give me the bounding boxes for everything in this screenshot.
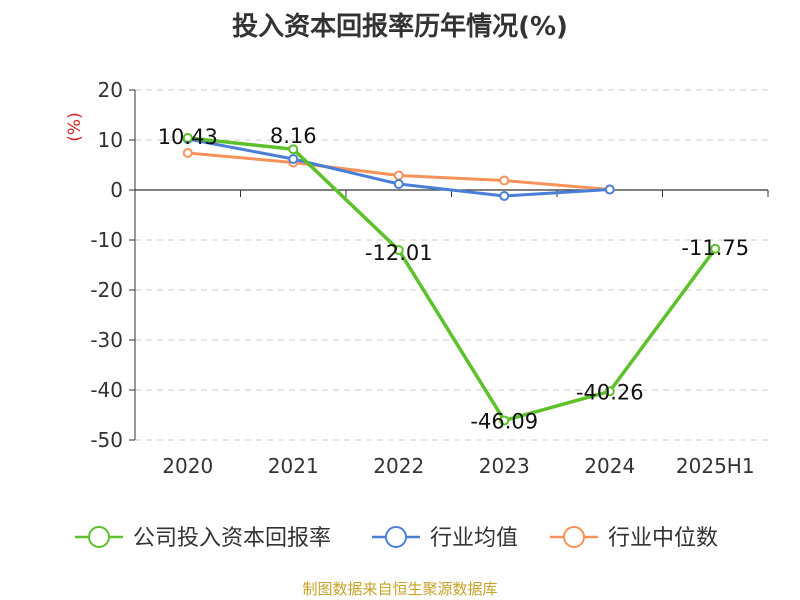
source-note: 制图数据来自恒生聚源数据库 xyxy=(302,580,498,598)
y-tick-label: 10 xyxy=(98,128,123,152)
series-lines xyxy=(182,132,721,426)
data-label: -40.26 xyxy=(576,380,644,404)
data-label: -11.75 xyxy=(681,236,749,260)
data-point xyxy=(710,243,721,254)
legend-item: 公司投入资本回报率 xyxy=(75,526,331,551)
legend-marker xyxy=(563,526,585,548)
data-point xyxy=(499,191,510,201)
x-tick-label: 2025H1 xyxy=(676,454,755,478)
legend-marker xyxy=(88,526,110,548)
legend-item: 行业中位数 xyxy=(550,526,718,551)
data-point xyxy=(288,144,299,155)
data-point xyxy=(182,132,193,143)
data-point xyxy=(604,184,615,195)
y-tick-label: -30 xyxy=(90,328,123,352)
x-tick-label: 2024 xyxy=(584,454,635,478)
x-tick-label: 2021 xyxy=(268,454,319,478)
data-point xyxy=(393,170,404,181)
y-tick-label: -50 xyxy=(90,428,123,452)
data-point xyxy=(499,175,510,186)
data-label: 8.16 xyxy=(270,124,317,148)
x-tick-label: 2020 xyxy=(162,454,213,478)
x-tick-label: 2022 xyxy=(373,454,424,478)
chart-title: 投入资本回报率历年情况(%) xyxy=(232,12,568,42)
data-label: -46.09 xyxy=(470,409,538,433)
legend-label: 公司投入资本回报率 xyxy=(133,526,331,551)
y-tick-label: -20 xyxy=(90,278,123,302)
data-point xyxy=(393,245,404,256)
legend: 公司投入资本回报率 行业均值 行业中位数 xyxy=(75,526,718,551)
data-point xyxy=(499,415,510,426)
x-tick-label: 2023 xyxy=(479,454,530,478)
y-tick-label: 20 xyxy=(98,78,123,102)
data-labels: 10.43 8.16 -12.01 -46.09 -40.26 -11.75 xyxy=(158,124,749,433)
data-point xyxy=(182,148,193,158)
legend-item: 行业均值 xyxy=(372,526,518,551)
y-tick-label: 0 xyxy=(110,178,123,202)
y-axis-label: (%) xyxy=(65,112,85,141)
data-label: 10.43 xyxy=(158,125,218,149)
data-point xyxy=(288,154,299,164)
legend-label: 行业均值 xyxy=(430,526,518,551)
legend-marker xyxy=(385,526,407,548)
y-tick-label: -10 xyxy=(90,228,123,252)
tick-labels: 20 10 0 -10 -20 -30 -40 -50 2020 2021 2022 2023 2024… xyxy=(65,78,755,478)
data-point xyxy=(604,386,615,397)
legend-label: 行业中位数 xyxy=(608,526,718,551)
y-tick-label: -40 xyxy=(90,378,123,402)
data-point xyxy=(393,179,404,189)
data-label: -12.01 xyxy=(365,241,433,265)
series-line xyxy=(187,136,717,423)
